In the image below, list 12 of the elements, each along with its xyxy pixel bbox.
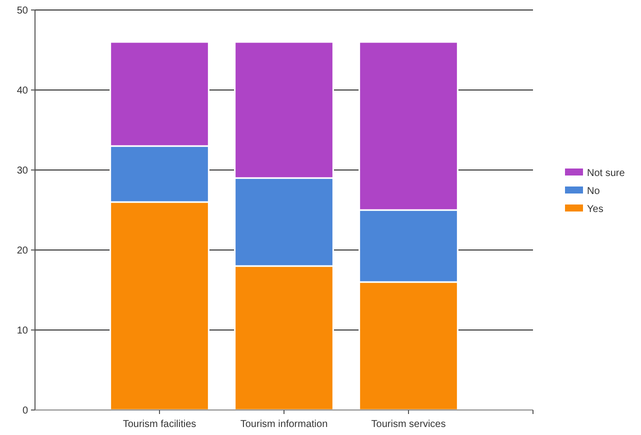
- y-tick-label: 50: [16, 6, 28, 16]
- y-tick-label: 0: [22, 406, 28, 416]
- x-tick-label: Tourism information: [240, 419, 328, 430]
- legend-label: No: [587, 186, 600, 197]
- y-tick-label: 10: [16, 326, 28, 336]
- y-tick-label: 30: [16, 166, 28, 176]
- y-tick-label: 20: [16, 246, 28, 256]
- legend-label: Not sure: [587, 168, 626, 179]
- legend-label: Yes: [587, 204, 604, 215]
- x-tick-label: Tourism services: [371, 419, 446, 430]
- y-tick-label: 40: [16, 86, 28, 96]
- x-tick-label: Tourism facilities: [122, 419, 196, 430]
